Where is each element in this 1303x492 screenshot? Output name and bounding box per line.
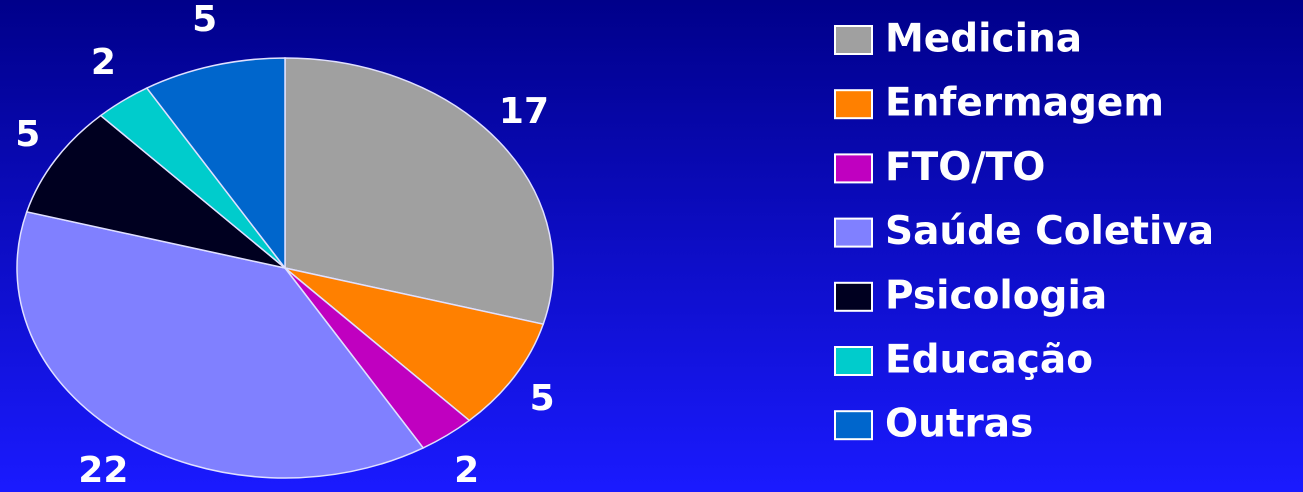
data-label: 2: [91, 42, 116, 83]
pie-slice: [284, 57, 554, 326]
legend-label: Psicologia: [885, 273, 1107, 318]
legend-label: Educação: [885, 338, 1093, 383]
legend-label: Saúde Coletiva: [885, 209, 1214, 254]
legend-label: Outras: [885, 402, 1033, 447]
legend-swatch: [834, 89, 873, 120]
data-label: 5: [530, 378, 555, 419]
data-label: 5: [15, 114, 40, 155]
legend-swatch: [834, 346, 873, 376]
legend-label: FTO/TO: [885, 145, 1045, 190]
legend-label: Enfermagem: [885, 81, 1164, 126]
legend-swatch: [834, 153, 873, 184]
legend-swatch: [834, 281, 873, 312]
pie-slice: [145, 57, 286, 271]
pie-slice: [16, 210, 425, 479]
data-label: 5: [192, 0, 217, 40]
pie-slice: [25, 114, 286, 269]
legend-label: Medicina: [885, 17, 1082, 62]
data-label: 22: [78, 450, 128, 491]
legend-swatch: [834, 410, 873, 441]
data-label: 2: [454, 450, 479, 491]
legend-swatch: [834, 217, 873, 248]
data-label: 17: [499, 91, 549, 132]
legend-swatch: [834, 25, 873, 55]
pie-slice: [284, 267, 545, 422]
